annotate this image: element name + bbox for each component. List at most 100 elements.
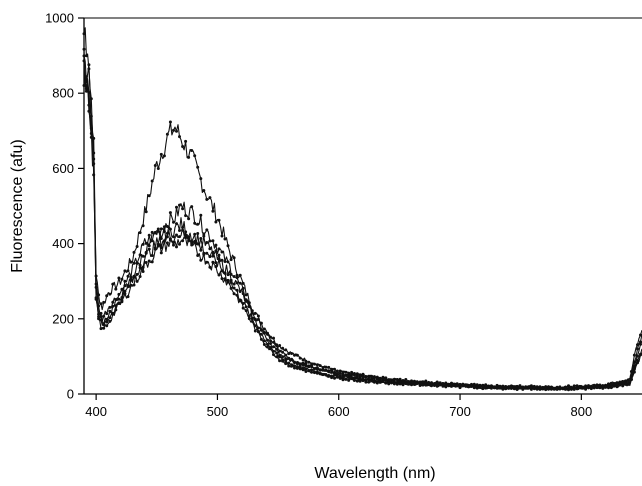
series-5-point xyxy=(381,379,385,383)
series-1-point xyxy=(147,194,151,198)
series-2-point xyxy=(266,331,269,335)
series-1-point xyxy=(178,135,181,139)
series-5-point xyxy=(410,383,413,387)
series-2-point xyxy=(193,221,197,225)
series-1-point xyxy=(295,353,299,357)
series-4-point xyxy=(341,375,345,379)
series-5-point xyxy=(375,381,379,385)
series-4-point xyxy=(278,355,282,359)
series-5-point xyxy=(544,386,548,390)
series-2-line xyxy=(83,27,642,390)
series-5-point xyxy=(467,385,471,389)
series-1-point xyxy=(202,189,206,192)
series-3-point xyxy=(117,297,121,301)
series-5-point xyxy=(421,383,425,387)
series-3-point xyxy=(193,232,197,236)
series-5-point xyxy=(324,373,328,377)
series-1-point xyxy=(304,359,308,363)
series-4-point xyxy=(165,235,169,239)
series-3-point xyxy=(632,360,636,364)
series-4-point xyxy=(333,373,336,377)
x-tick-label: 400 xyxy=(85,404,107,419)
series-5-point xyxy=(607,386,610,390)
series-5-point xyxy=(464,384,468,388)
series-5-point xyxy=(401,383,405,387)
series-1-point xyxy=(175,129,178,133)
series-1-point xyxy=(172,128,175,132)
series-5-point xyxy=(395,382,399,386)
series-3-point xyxy=(290,357,294,361)
series-5-point xyxy=(144,261,148,264)
series-2-point xyxy=(364,375,368,378)
series-4-point xyxy=(196,242,200,246)
series-4-point xyxy=(607,384,610,387)
series-5-point xyxy=(278,359,282,363)
series-1-point xyxy=(123,269,127,273)
series-5-point xyxy=(82,84,86,87)
series-5-point xyxy=(315,371,319,375)
series-5-point xyxy=(111,312,115,316)
series-5-point xyxy=(484,386,488,390)
series-4-point xyxy=(458,383,462,387)
series-5-point xyxy=(341,378,345,382)
series-3-point xyxy=(281,355,285,359)
series-5-point xyxy=(84,87,88,91)
series-1-point xyxy=(144,210,148,214)
series-5-point xyxy=(541,387,545,391)
series-2-point xyxy=(235,276,239,280)
series-5-point xyxy=(126,295,130,299)
series-3-point xyxy=(298,362,302,366)
series-5-point xyxy=(504,387,508,391)
y-tick-label: 600 xyxy=(52,161,74,176)
series-5-point xyxy=(639,353,642,357)
series-1-point xyxy=(287,352,291,356)
series-1-point xyxy=(281,346,285,350)
series-5-point xyxy=(217,273,221,277)
series-4-point xyxy=(82,59,86,63)
y-axis-title: Fluorescence (afu) xyxy=(9,139,26,272)
series-4-point xyxy=(220,269,224,273)
series-5-point xyxy=(120,298,124,302)
series-5-point xyxy=(123,292,127,296)
series-2-point xyxy=(111,300,115,304)
x-tick-label: 800 xyxy=(570,404,592,419)
series-3-point xyxy=(315,366,319,370)
series-5-point xyxy=(108,319,112,323)
series-5-point xyxy=(532,386,536,390)
series-1-point xyxy=(335,369,339,373)
series-5-point xyxy=(241,306,245,310)
series-5-point xyxy=(507,386,511,390)
series-1-point xyxy=(301,358,305,362)
series-4-point xyxy=(262,339,266,343)
series-4-point xyxy=(298,364,302,368)
series-2-point xyxy=(132,261,136,265)
series-5-point xyxy=(387,382,391,386)
series-5-point xyxy=(330,376,334,380)
series-5-point xyxy=(92,162,96,166)
series-3-point xyxy=(153,231,157,235)
series-1-point xyxy=(168,120,172,124)
series-3-point xyxy=(327,370,331,374)
series-5-point xyxy=(318,372,322,376)
series-2-point xyxy=(187,217,191,221)
series-1-point xyxy=(278,344,282,347)
series-3-point xyxy=(275,347,279,351)
series-5-point xyxy=(587,385,590,389)
series-4-point xyxy=(84,89,88,93)
series-5-point xyxy=(527,386,530,390)
series-3-point xyxy=(205,241,209,244)
series-1-point xyxy=(244,293,248,297)
series-1-point xyxy=(235,273,239,277)
series-2-point xyxy=(102,314,106,318)
series-5-point xyxy=(626,382,630,386)
series-4-point xyxy=(108,316,112,320)
series-2-point xyxy=(381,377,385,381)
series-3-point xyxy=(293,360,296,364)
series-5-point xyxy=(624,382,628,386)
series-3-point xyxy=(618,380,622,384)
series-1-point xyxy=(114,287,118,291)
series-4-point xyxy=(138,266,142,270)
series-2-point xyxy=(275,344,279,348)
series-1-point xyxy=(190,149,194,152)
series-4-point xyxy=(229,280,233,284)
